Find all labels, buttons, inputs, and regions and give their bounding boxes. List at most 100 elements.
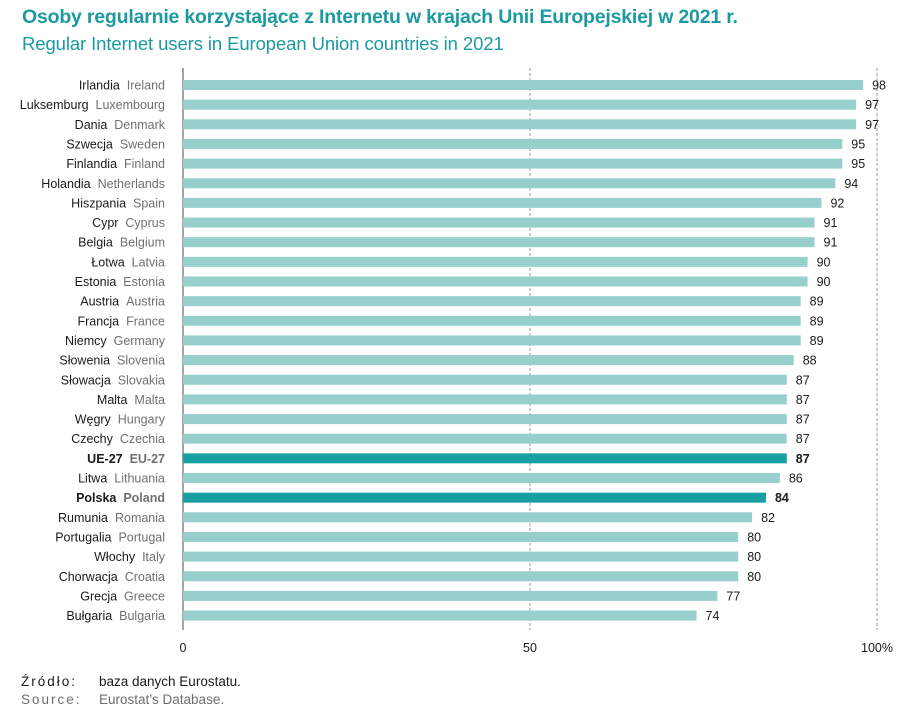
category-label-pl: Luksemburg [20, 98, 96, 112]
category-label-en: Belgium [120, 236, 165, 250]
value-label: 87 [796, 413, 810, 427]
bar-cyprus [183, 217, 815, 228]
bar-finland [183, 158, 843, 169]
value-label: 86 [789, 472, 803, 486]
source-text-en: Eurostat’s Database. [99, 692, 225, 707]
x-tick-label: 0 [180, 641, 187, 655]
category-label: Łotwa Latvia [91, 255, 165, 269]
category-label: Malta Malta [97, 393, 165, 407]
category-label: Dania Denmark [75, 118, 166, 132]
chart-title-en: Regular Internet users in European Union… [22, 33, 504, 54]
category-label-en: Finland [124, 157, 165, 171]
value-label: 80 [747, 530, 761, 544]
category-label: Grecja Greece [80, 589, 165, 603]
category-label-en: France [126, 314, 165, 328]
value-label: 87 [796, 373, 810, 387]
value-label: 84 [775, 491, 789, 505]
x-tick-label: 50 [523, 641, 537, 655]
value-label: 80 [747, 550, 761, 564]
bar-latvia [183, 256, 808, 267]
bar-chart: 0 50 100% 98 Irlandia Ireland 97 Luksemburg Lu… [20, 68, 893, 655]
value-label: 87 [796, 393, 810, 407]
category-label-pl: Rumunia [58, 511, 115, 525]
value-label: 82 [761, 511, 775, 525]
bar-belgium [183, 237, 815, 248]
value-label: 77 [726, 589, 740, 603]
category-label-pl: Szwecja [66, 137, 120, 151]
category-label-en: Poland [123, 491, 165, 505]
bar-czechia [183, 433, 787, 444]
value-label: 90 [817, 275, 831, 289]
category-label-pl: Finlandia [66, 157, 124, 171]
category-label: Cypr Cyprus [92, 216, 165, 230]
chart-title-pl: Osoby regularnie korzystające z Internet… [22, 6, 738, 28]
category-label-en: Czechia [120, 432, 165, 446]
category-label-en: Slovakia [118, 373, 165, 387]
category-label-pl: Austria [80, 295, 126, 309]
category-label-pl: Malta [97, 393, 135, 407]
category-label-en: Croatia [125, 570, 165, 584]
category-label-pl: Estonia [75, 275, 124, 289]
bar-eu-27 [183, 453, 787, 464]
category-label-pl: Bułgaria [66, 609, 119, 623]
category-label-en: Netherlands [98, 177, 165, 191]
category-label: Słowenia Slovenia [59, 354, 165, 368]
category-label-en: Malta [134, 393, 165, 407]
category-label-pl: Cypr [92, 216, 125, 230]
value-label: 95 [851, 137, 865, 151]
category-label-en: Denmark [114, 118, 165, 132]
category-label-pl: Portugalia [55, 530, 118, 544]
category-label: Hiszpania Spain [71, 196, 165, 210]
bar-luxembourg [183, 99, 857, 110]
category-label-en: Slovenia [117, 354, 165, 368]
value-label: 98 [872, 79, 886, 93]
category-label-pl: Litwa [78, 472, 114, 486]
value-label: 89 [810, 314, 824, 328]
category-label-pl: Grecja [80, 589, 124, 603]
category-label: Francja France [77, 314, 165, 328]
category-label: Niemcy Germany [65, 334, 166, 348]
category-label-en: Portugal [118, 530, 165, 544]
category-label: Węgry Hungary [75, 413, 166, 427]
value-label: 87 [796, 452, 810, 466]
category-label-pl: Holandia [41, 177, 97, 191]
bar-italy [183, 551, 739, 562]
value-label: 97 [865, 118, 879, 132]
category-label-en: Greece [124, 589, 165, 603]
value-label: 92 [830, 196, 844, 210]
category-label: Słowacja Slovakia [61, 373, 165, 387]
category-label: Szwecja Sweden [66, 137, 165, 151]
bar-croatia [183, 571, 739, 582]
bar-spain [183, 197, 822, 208]
bar-france [183, 315, 801, 326]
source-en: Source: Eurostat’s Database. [21, 692, 224, 707]
bar-hungary [183, 414, 787, 425]
category-label-en: Latvia [132, 255, 165, 269]
value-label: 91 [824, 236, 838, 250]
category-label-pl: Węgry [75, 413, 118, 427]
bar-poland [183, 492, 766, 503]
bar-germany [183, 335, 801, 346]
category-label-pl: Czechy [71, 432, 120, 446]
category-label-en: Cyprus [125, 216, 165, 230]
category-label: Austria Austria [80, 295, 165, 309]
category-label: Polska Poland [76, 491, 165, 505]
category-label: Estonia Estonia [75, 275, 165, 289]
category-label-en: Spain [133, 196, 165, 210]
bar-estonia [183, 276, 808, 287]
value-label: 97 [865, 98, 879, 112]
bar-romania [183, 512, 753, 523]
category-label-pl: Irlandia [79, 79, 127, 93]
source-key-en: Source: [21, 692, 82, 707]
category-label-en: Romania [115, 511, 165, 525]
value-label: 95 [851, 157, 865, 171]
category-label: Luksemburg Luxembourg [20, 98, 165, 112]
category-label: Czechy Czechia [71, 432, 165, 446]
category-label-en: Estonia [123, 275, 165, 289]
category-label-en: EU-27 [130, 452, 165, 466]
bar-austria [183, 296, 801, 307]
category-label-pl: Chorwacja [59, 570, 125, 584]
category-label-pl: Polska [76, 491, 123, 505]
category-label-en: Hungary [118, 413, 166, 427]
bar-bulgaria [183, 610, 697, 621]
